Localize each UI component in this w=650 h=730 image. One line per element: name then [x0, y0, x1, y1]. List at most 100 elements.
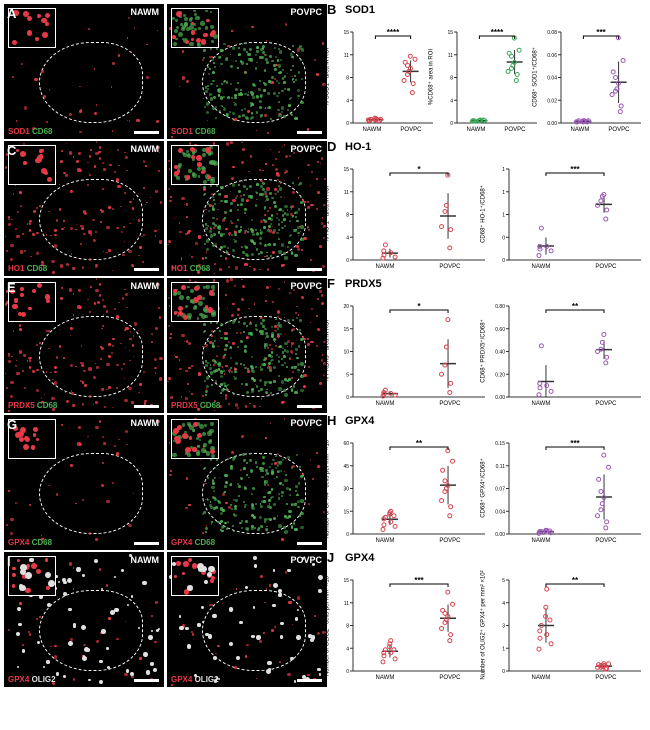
micrograph-E-NAWM: NAWMEPRDX5 CD68	[4, 278, 164, 413]
svg-text:4: 4	[346, 235, 349, 241]
svg-text:****: ****	[387, 28, 400, 37]
roi-outline	[39, 453, 143, 534]
scalebar	[297, 405, 322, 408]
panel-letter: A	[7, 6, 16, 21]
panel-letter: F	[327, 276, 335, 291]
condition-label: NAWM	[131, 418, 160, 428]
svg-text:0.15: 0.15	[495, 441, 505, 447]
svg-text:0: 0	[502, 235, 505, 241]
chart: 0.000.040.070.110.15***CD68⁺ GPX4⁺/CD68⁺…	[489, 431, 645, 544]
svg-text:5: 5	[502, 578, 505, 584]
svg-text:0.00: 0.00	[495, 532, 505, 538]
chart-xlabels: NAWMPOVPC	[333, 127, 437, 133]
figure-row-C: NAWMCHO1 CD68POVPCHO1 CD68DHO-10481115*%…	[4, 141, 646, 276]
roi-outline	[39, 42, 143, 123]
condition-label: NAWM	[131, 555, 160, 565]
svg-text:0: 0	[346, 669, 349, 675]
svg-text:0.07: 0.07	[495, 487, 505, 493]
svg-text:0.04: 0.04	[547, 76, 557, 82]
marker-labels: PRDX5 CD68	[8, 401, 57, 410]
inset	[171, 282, 219, 322]
svg-text:11: 11	[448, 53, 453, 59]
svg-text:0.08: 0.08	[547, 30, 557, 36]
chart: 0.000.200.400.600.80**CD68⁺ PRDX5⁺/CD68⁺…	[489, 294, 645, 407]
image-pair: NAWMGGPX4 CD68POVPCGPX4 CD68	[4, 415, 327, 550]
svg-text:8: 8	[346, 624, 349, 630]
svg-text:60: 60	[343, 441, 349, 447]
panel-letter: H	[327, 413, 336, 428]
chart-ylabel: Number of OLIG2⁺ cells per mm² ×10²	[324, 573, 331, 675]
svg-text:0: 0	[346, 121, 349, 127]
chart-ylabel: % PRDX5⁺ area in ROI	[324, 319, 331, 382]
micrograph-G-POVPC: POVPCGPX4 CD68	[167, 415, 327, 550]
inset	[171, 556, 219, 596]
micrograph-G-NAWM: NAWMGGPX4 CD68	[4, 415, 164, 550]
condition-label: POVPC	[290, 144, 322, 154]
svg-text:1: 1	[502, 646, 505, 652]
svg-text:0.20: 0.20	[495, 372, 505, 378]
svg-text:15: 15	[343, 509, 349, 515]
scalebar	[297, 679, 322, 682]
condition-label: POVPC	[290, 555, 322, 565]
scalebar	[297, 131, 322, 134]
micrograph-A-POVPC: POVPCSOD1 CD68	[167, 4, 327, 139]
charts-block: HGPX4015304560**Number of GPX4⁺ cells pe…	[327, 415, 645, 550]
chart: 05101520*% PRDX5⁺ area in ROINAWMPOVPC	[333, 294, 489, 407]
condition-label: POVPC	[290, 418, 322, 428]
figure-row-G: NAWMGGPX4 CD68POVPCGPX4 CD68HGPX40153045…	[4, 415, 646, 550]
svg-text:1: 1	[502, 167, 505, 173]
charts-block: JGPX40481115***Number of OLIG2⁺ cells pe…	[327, 552, 645, 687]
svg-text:8: 8	[450, 76, 453, 82]
svg-text:11: 11	[344, 53, 349, 59]
panel-letter: I	[7, 554, 11, 569]
image-pair: NAWMEPRDX5 CD68 POVPC PRDX5 CD68	[4, 278, 327, 413]
chart-xlabels: NAWMPOVPC	[333, 538, 489, 544]
svg-text:8: 8	[346, 213, 349, 219]
chart-xlabels: NAWMPOVPC	[489, 264, 645, 270]
svg-text:4: 4	[502, 601, 505, 607]
svg-text:15: 15	[343, 578, 349, 584]
svg-text:***: ***	[570, 165, 580, 174]
svg-text:1: 1	[502, 213, 505, 219]
svg-text:0.60: 0.60	[495, 327, 505, 333]
panel-letter: G	[7, 417, 17, 432]
charts-block: FPRDX505101520*% PRDX5⁺ area in ROINAWMP…	[327, 278, 645, 413]
svg-text:***: ***	[596, 28, 606, 37]
chart-xlabels: NAWMPOVPC	[333, 401, 489, 407]
chart-ylabel: % HO-1⁺ area in ROI	[324, 185, 331, 242]
svg-text:0: 0	[346, 532, 349, 538]
chart-title: SOD1	[345, 4, 375, 16]
chart: 0481115****% SOD1⁺ area in ROINAWMPOVPC	[333, 20, 437, 133]
chart: 0481115***Number of OLIG2⁺ cells per mm²…	[333, 568, 489, 681]
scalebar	[297, 268, 322, 271]
condition-label: NAWM	[131, 7, 160, 17]
panel-letter: B	[327, 2, 336, 17]
svg-text:4: 4	[346, 646, 349, 652]
chart: 01345**Number of OLIG2⁺ GPX4⁺ per mm² ×1…	[489, 568, 645, 681]
svg-text:11: 11	[344, 601, 349, 607]
chart-xlabels: NAWMPOVPC	[333, 264, 489, 270]
svg-text:4: 4	[450, 98, 453, 104]
marker-labels: HO1 CD68	[171, 264, 210, 273]
scalebar	[134, 131, 159, 134]
svg-text:15: 15	[343, 30, 349, 36]
figure-row-A: NAWMASOD1 CD68POVPCSOD1 CD68BSOD10481115…	[4, 4, 646, 139]
chart: 00111***CD68⁺ HO-1⁺/CD68⁺NAWMPOVPC	[489, 157, 645, 270]
svg-text:1: 1	[502, 190, 505, 196]
image-pair: NAWMASOD1 CD68POVPCSOD1 CD68	[4, 4, 327, 139]
svg-text:****: ****	[491, 28, 504, 37]
condition-label: POVPC	[290, 281, 322, 291]
marker-labels: SOD1 CD68	[8, 127, 52, 136]
svg-text:0.40: 0.40	[495, 350, 505, 356]
marker-labels: SOD1 CD68	[171, 127, 215, 136]
scalebar	[134, 268, 159, 271]
svg-text:30: 30	[343, 487, 349, 493]
micrograph-A-NAWM: NAWM A SOD1 CD68	[4, 4, 164, 139]
svg-text:11: 11	[344, 190, 349, 196]
image-pair: NAWMIGPX4 OLIG2POVPCGPX4 OLIG2	[4, 552, 327, 687]
panel-letter: D	[327, 139, 336, 154]
chart-ylabel: %CD68⁺ area in ROI	[428, 48, 435, 104]
scalebar	[297, 542, 322, 545]
charts-block: DHO-10481115*% HO-1⁺ area in ROINAWMPOVP…	[327, 141, 645, 276]
chart-ylabel: Number of OLIG2⁺ GPX4⁺ per mm² ×10²	[480, 570, 487, 679]
